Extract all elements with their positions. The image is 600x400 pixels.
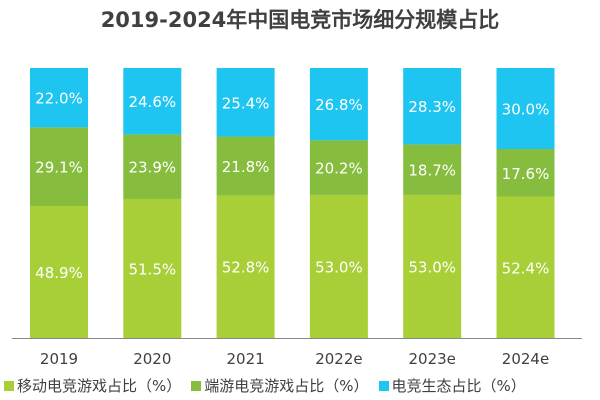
data-label: 25.4% [222, 94, 270, 112]
x-tick-label: 2021 [227, 350, 265, 368]
legend-item: 移动电竞游戏占比（%） [4, 375, 181, 396]
bar-segment [309, 68, 368, 141]
bar-segment [123, 68, 182, 135]
data-label: 22.0% [35, 90, 83, 108]
data-label: 30.0% [502, 101, 550, 119]
data-label: 53.0% [315, 258, 363, 276]
bar-segment [123, 198, 182, 338]
bar-segment [496, 149, 555, 197]
data-label: 29.1% [35, 159, 83, 177]
data-label: 48.9% [35, 264, 83, 282]
data-label: 20.2% [315, 160, 363, 178]
data-label: 21.8% [222, 158, 270, 176]
bar-segment [496, 196, 555, 338]
bar-segment [30, 205, 88, 338]
bar-segment [403, 194, 462, 338]
bar-segment [216, 136, 275, 196]
chart-title: 2019-2024年中国电竞市场细分规模占比 [100, 8, 500, 32]
data-label: 24.6% [128, 93, 176, 111]
bar-segment [216, 195, 275, 338]
data-label: 52.8% [222, 259, 270, 277]
data-label: 26.8% [315, 96, 363, 114]
legend-swatch [4, 380, 14, 391]
bar-segment [403, 144, 462, 195]
legend-label: 电竞生态占比（%） [391, 377, 526, 395]
data-label: 52.4% [502, 259, 550, 277]
data-label: 53.0% [408, 258, 456, 276]
bar-segment [309, 140, 368, 195]
data-label: 28.3% [408, 98, 456, 116]
bar-segment [30, 127, 88, 206]
data-label: 18.7% [408, 162, 456, 180]
x-tick-label: 2023e [408, 350, 455, 368]
bar-segment [309, 194, 368, 338]
bar-segment [123, 134, 182, 199]
x-tick-label: 2022e [315, 350, 362, 368]
bar-segment [403, 68, 462, 145]
data-label: 17.6% [502, 165, 550, 183]
legend-label: 移动电竞游戏占比（%） [17, 377, 182, 395]
legend: 移动电竞游戏占比（%） 端游电竞游戏占比（%） 电竞生态占比（%） [4, 375, 526, 396]
legend-swatch [378, 380, 389, 391]
bar-segment [216, 68, 275, 137]
legend-swatch [191, 380, 202, 391]
data-label: 51.5% [128, 260, 176, 278]
legend-item: 电竞生态占比（%） [378, 375, 526, 396]
x-tick-label: 2020 [133, 350, 171, 368]
legend-label: 端游电竞游戏占比（%） [204, 377, 369, 395]
x-tick-label: 2024e [502, 350, 549, 368]
bar-segment [496, 68, 555, 149]
bar-segment [30, 68, 88, 128]
x-tick-label: 2019 [40, 350, 78, 368]
data-label: 23.9% [128, 159, 176, 177]
legend-item: 端游电竞游戏占比（%） [191, 375, 369, 396]
